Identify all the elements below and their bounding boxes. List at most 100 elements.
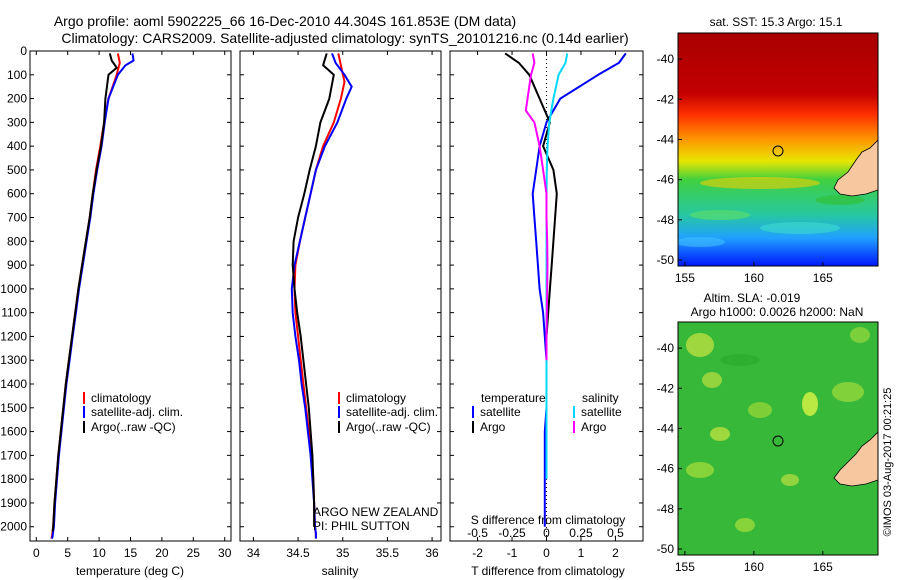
temperature-legend: climatology satellite-adj. clim. Argo(..… [83, 391, 183, 434]
difference-series [504, 52, 627, 527]
y-tick-label: 300 [7, 115, 27, 129]
lat-tick-label: -50 [657, 542, 675, 556]
x-tick-label: 0 [543, 546, 550, 560]
x-tick-label: 2 [612, 546, 619, 560]
y-tick-label: 100 [7, 68, 27, 82]
series-salinity-argo-line [524, 53, 549, 361]
x-tick-label: 36 [425, 546, 439, 560]
y-tick-label: 1900 [0, 496, 27, 510]
y-tick-label: 0 [20, 44, 27, 58]
legend-argo-label: Argo(..raw -QC) [346, 420, 431, 434]
x-tick-label: 1 [578, 546, 585, 560]
sst-map-frame [677, 32, 879, 267]
difference-ticks: -2 -1 0 1 2 [450, 50, 643, 560]
sst-map-ticks: 155 160 165 -40 -42 -44 -46 -48 -50 [657, 52, 834, 285]
new-zealand-land [833, 431, 878, 487]
sla-field [678, 322, 878, 555]
x-tick-label: -1 [507, 546, 518, 560]
lon-tick-label: 160 [744, 560, 764, 574]
temperature-series [50, 53, 135, 539]
s-difference-tick-label: 0.5 [607, 526, 624, 540]
series-argo-raw-qc-line [291, 53, 335, 527]
x-tick-label: 0 [33, 546, 40, 560]
temperature-panel: 0 5 10 15 20 25 300100200300400500600700800900… [0, 44, 231, 578]
lat-tick-label: -44 [657, 132, 675, 146]
new-zealand-land [833, 139, 878, 197]
y-tick-label: 400 [7, 139, 27, 153]
y-tick-label: 1500 [0, 401, 27, 415]
lat-tick-label: -40 [657, 52, 675, 66]
x-tick-label: 30 [218, 546, 232, 560]
lon-tick-label: 165 [813, 560, 833, 574]
imos-timestamp: ©IMOS 03-Aug-2017 00:21:25 [882, 388, 894, 537]
x-tick-label: 35 [336, 546, 350, 560]
lon-tick-label: 165 [813, 271, 833, 285]
x-tick-label: 34 [247, 546, 261, 560]
difference-legend: temperature salinity satellite Argo sate… [472, 391, 622, 434]
sla-map-frame [677, 321, 879, 556]
x-tick-label: 5 [64, 546, 71, 560]
lat-tick-label: -42 [657, 381, 675, 395]
y-tick-label: 1700 [0, 448, 27, 462]
float-pi-annotation: PI: PHIL SUTTON [313, 519, 410, 533]
float-location-marker [772, 145, 784, 157]
sla-texture [686, 327, 870, 532]
salinity-series [290, 53, 353, 539]
y-tick-label: 1400 [0, 377, 27, 391]
temperature-x-axis-label: temperature (deg C) [76, 564, 184, 578]
legend-salinity-title: salinity [582, 391, 619, 405]
sla-map-title: Altim. SLA: -0.019 [704, 291, 801, 305]
lon-tick-label: 155 [675, 271, 695, 285]
y-tick-label: 900 [7, 258, 27, 272]
sst-texture [678, 177, 865, 247]
lat-tick-label: -46 [657, 173, 675, 187]
x-tick-label: 15 [124, 546, 138, 560]
sst-map-title: sat. SST: 15.3 Argo: 15.1 [710, 15, 843, 29]
x-tick-label: 35.5 [376, 546, 400, 560]
y-tick-label: 1100 [1, 306, 27, 320]
legend-s-satellite-label: satellite [581, 405, 622, 419]
lat-tick-label: -46 [657, 462, 675, 476]
salinity-plot-frame [239, 50, 442, 542]
salinity-ticks: 34 34.5 35 35.5 36 [240, 50, 441, 560]
lon-tick-label: 155 [675, 560, 695, 574]
t-difference-x-axis-label: T difference from climatology [471, 564, 625, 578]
y-tick-label: 1800 [0, 472, 27, 486]
sla-map-ticks: 155 160 165 -40 -42 -44 -46 -48 -50 [657, 341, 834, 574]
s-difference-tick-label: 0 [543, 526, 550, 540]
x-tick-label: 34.5 [286, 546, 310, 560]
sst-map-panel: sat. SST: 15.3 Argo: 15.1 [657, 15, 879, 285]
s-difference-tick-label: -0.25 [498, 526, 526, 540]
y-tick-label: 700 [7, 211, 27, 225]
salinity-panel: 34 34.5 35 35.5 36 salinity climatology sate… [239, 50, 442, 578]
s-difference-tick-label: 0.25 [569, 526, 593, 540]
legend-t-satellite-label: satellite [480, 405, 521, 419]
salinity-x-axis-label: salinity [322, 564, 359, 578]
s-difference-tick-labels: -0.5 -0.25 0 0.25 0.5 [467, 526, 624, 540]
legend-t-argo-label: Argo [480, 420, 506, 434]
series-temperature-satellite-line [531, 52, 627, 527]
lat-tick-label: -48 [657, 213, 675, 227]
s-difference-axis-label: S difference from climatology [471, 513, 626, 527]
x-tick-label: -2 [472, 546, 483, 560]
salinity-legend: climatology satellite-adj. clim. Argo(..… [338, 391, 438, 434]
lat-tick-label: -44 [657, 421, 675, 435]
float-program-annotation: ARGO NEW ZEALAND [313, 505, 439, 519]
lat-tick-label: -50 [657, 253, 675, 267]
y-tick-label: 800 [7, 234, 27, 248]
figure-title-line2: Climatology: CARS2009. Satellite-adjuste… [61, 30, 628, 46]
legend-temperature-title: temperature [481, 391, 546, 405]
legend-climatology-label: climatology [91, 391, 151, 405]
y-tick-label: 200 [7, 92, 27, 106]
float-location-marker [772, 435, 784, 447]
y-tick-label: 1300 [0, 353, 27, 367]
lat-tick-label: -40 [657, 341, 675, 355]
sla-map-panel: Altim. SLA: -0.019 Argo h1000: 0.0026 h2… [657, 291, 879, 574]
legend-climatology-label: climatology [346, 391, 406, 405]
x-tick-label: 25 [187, 546, 201, 560]
legend-satellite-adj-label: satellite-adj. clim. [346, 405, 438, 419]
legend-satellite-adj-label: satellite-adj. clim. [91, 405, 183, 419]
y-tick-label: 1200 [0, 329, 27, 343]
temperature-ticks: 0 5 10 15 20 25 300100200300400500600700800900… [0, 44, 231, 560]
